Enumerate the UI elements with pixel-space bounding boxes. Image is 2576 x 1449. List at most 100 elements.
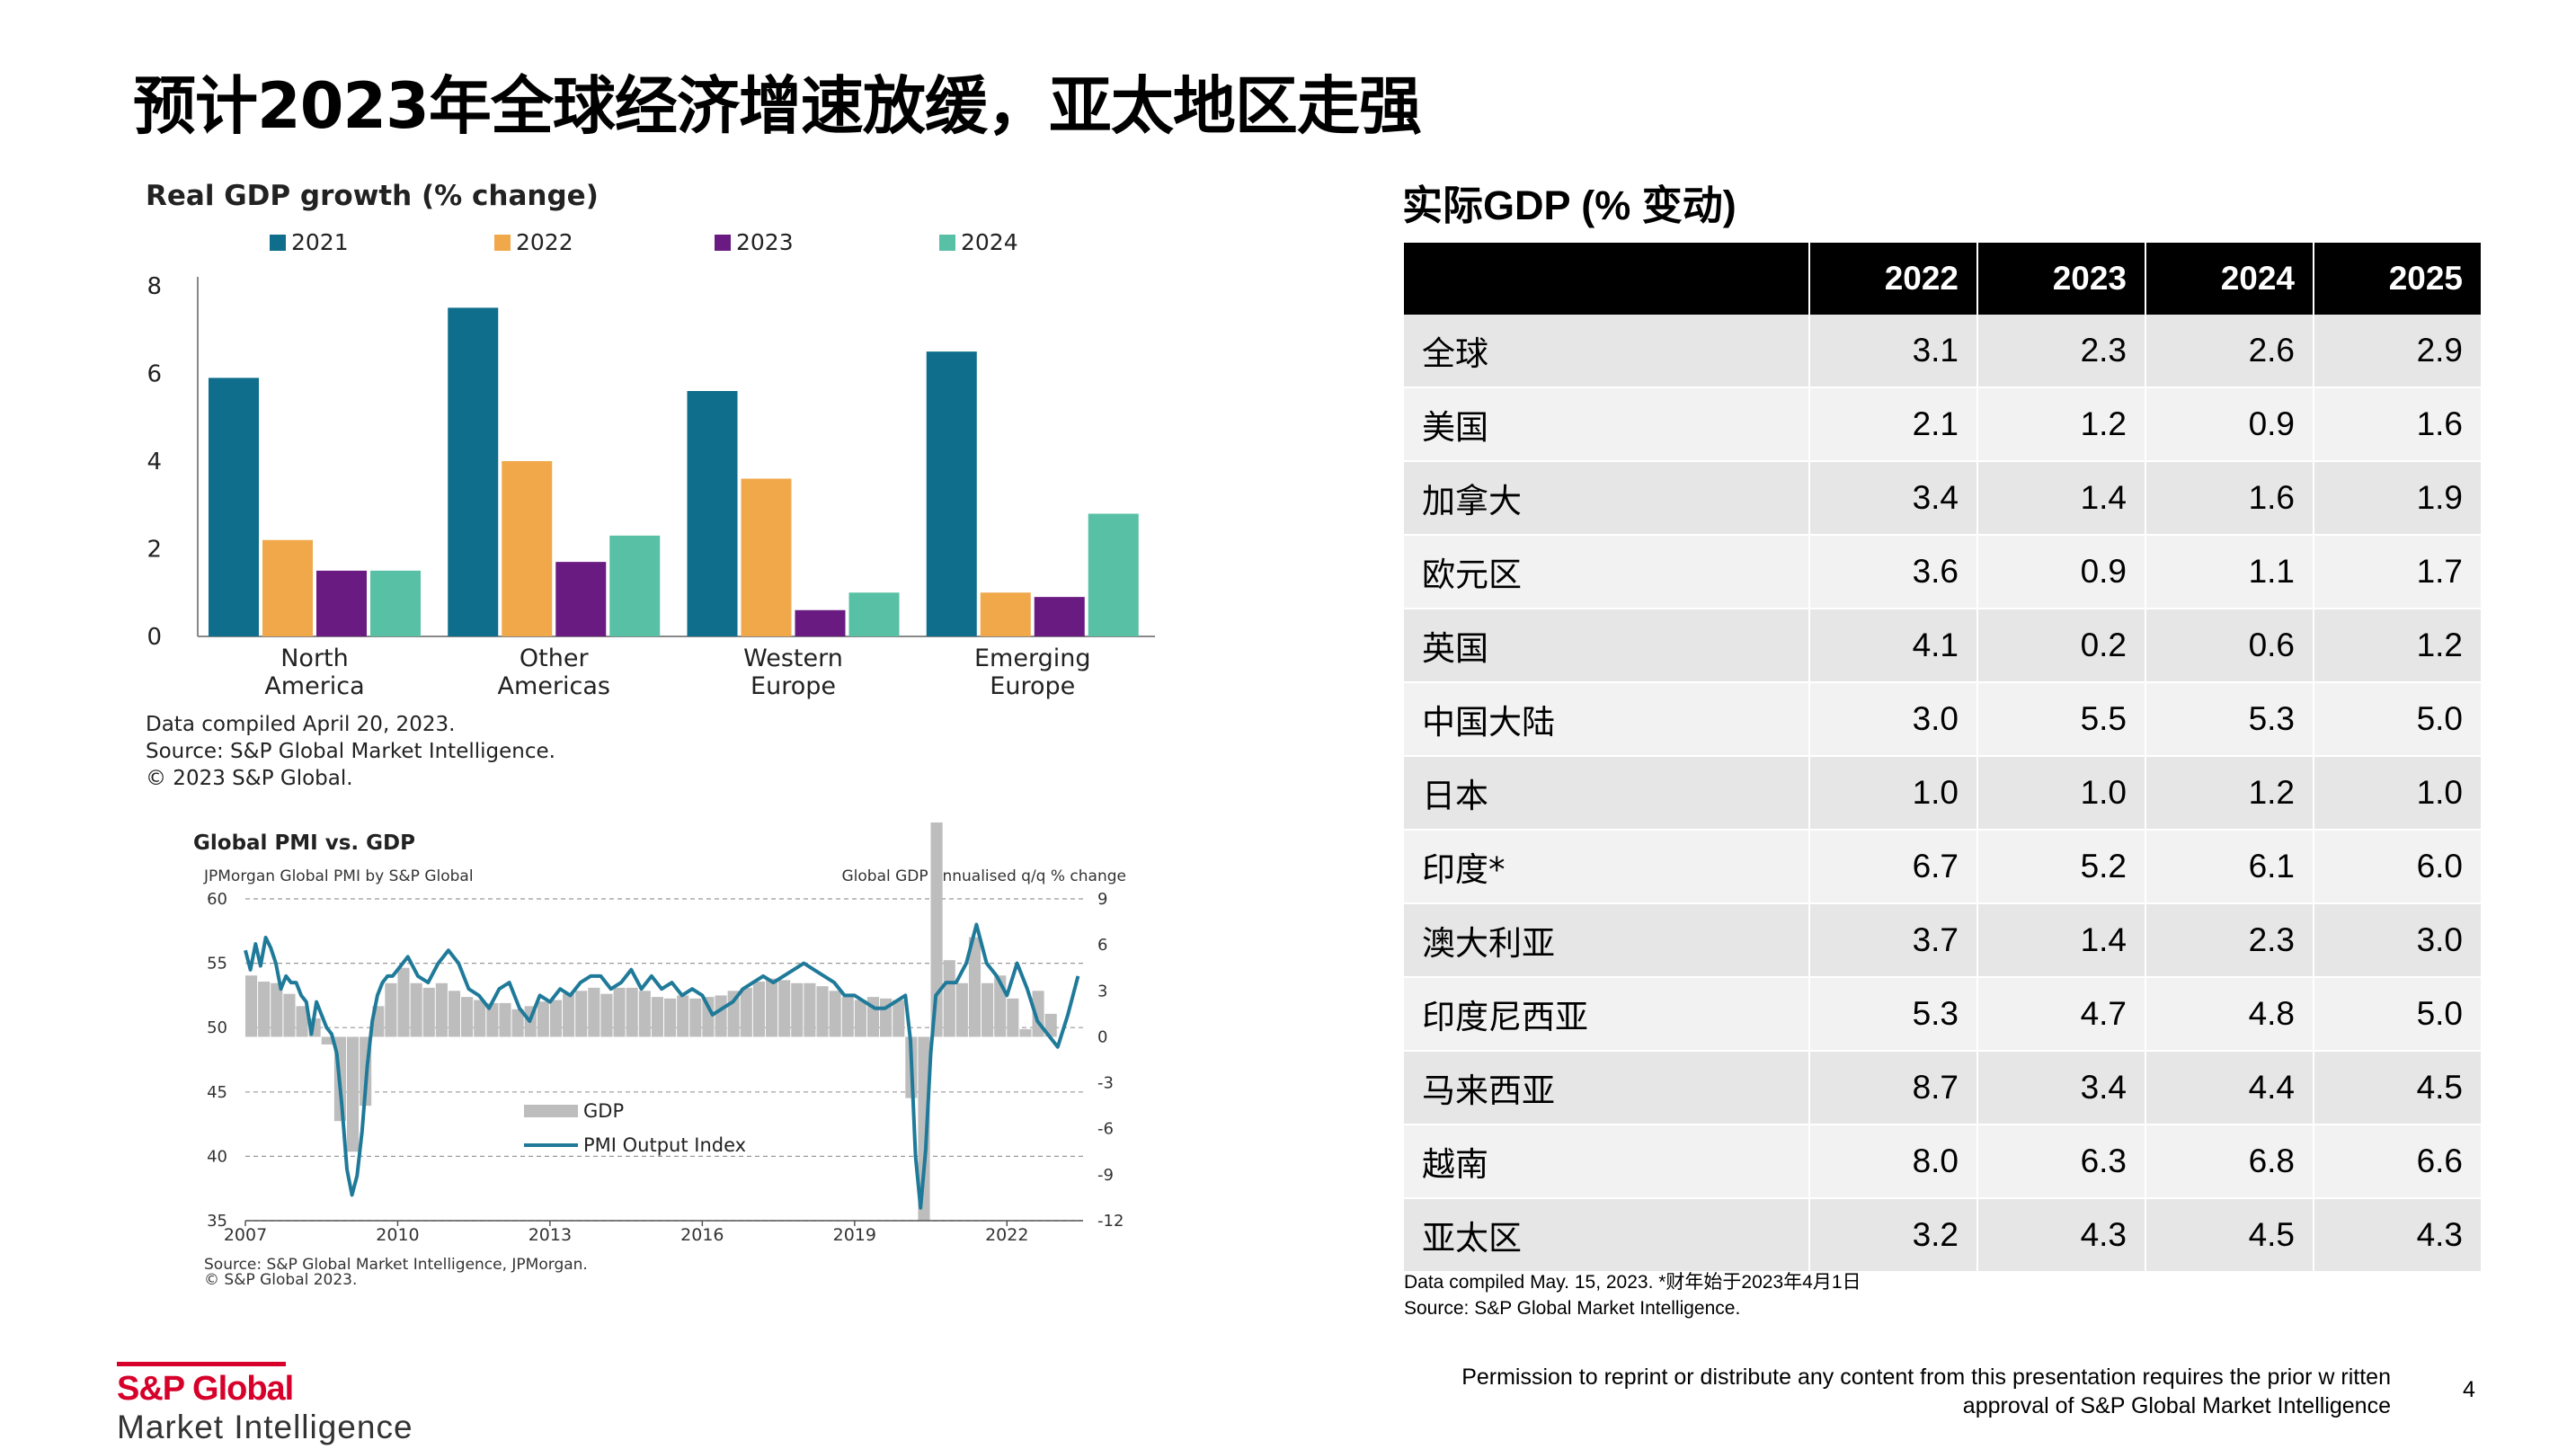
table-row: 英国 4.1 0.2 0.6 1.2 (1404, 609, 2483, 683)
table-value-cell: 1.6 (2145, 461, 2314, 536)
table-value-cell: 3.7 (1809, 903, 1978, 978)
pmi-right-tick-label: 9 (1097, 890, 1107, 909)
gdp-category-label: America (264, 672, 364, 700)
gdp-quarter-bar (893, 1000, 905, 1037)
pmi-gdp-chart: Global PMI vs. GDP JPMorgan Global PMI by… (184, 791, 1146, 1308)
table-value-cell: 4.8 (2145, 977, 2314, 1052)
table-value-cell: 1.0 (1809, 756, 1978, 831)
pmi-chart-note: Source: S&P Global Market Intelligence, … (204, 1256, 588, 1274)
bar-2023-western-europe (795, 609, 846, 636)
table-row: 印度* 6.7 5.2 6.1 6.0 (1404, 830, 2483, 904)
gdp-quarter-bar (791, 982, 804, 1037)
table-value-cell: 4.1 (1809, 609, 1978, 683)
table-value-cell: 6.1 (2145, 830, 2314, 904)
bar-2021-north-america (209, 378, 259, 636)
table-value-cell: 1.2 (2314, 609, 2483, 683)
pmi-right-tick-label: 0 (1097, 1027, 1107, 1046)
gdp-y-tick-label: 6 (147, 361, 162, 388)
table-value-cell: 8.7 (1809, 1051, 1978, 1125)
table-row: 加拿大 3.4 1.4 1.6 1.9 (1404, 461, 2483, 536)
gdp-quarter-bar (613, 987, 626, 1037)
table-header-corner (1404, 243, 1810, 315)
gdp-quarter-bar (778, 980, 791, 1037)
table-value-cell: 1.1 (2145, 535, 2314, 609)
gdp-bar-chart-svg: Real GDP growth (% change)2021 2022 2023 20… (146, 180, 1155, 790)
pmi-x-tick-label: 2007 (224, 1225, 267, 1245)
table-region-cell: 全球 (1404, 315, 1810, 388)
table-value-cell: 0.2 (1977, 609, 2146, 683)
pmi-output-index-line (244, 922, 1080, 1210)
pmi-x-tick-label: 2013 (529, 1225, 572, 1245)
table-value-cell: 2.9 (2314, 315, 2483, 388)
gdp-quarter-bar (804, 982, 816, 1037)
table-value-cell: 4.3 (2314, 1198, 2483, 1273)
pmi-left-tick-label: 45 (207, 1083, 227, 1102)
table-value-cell: 0.9 (1977, 535, 2146, 609)
gdp-quarter-bar (752, 982, 765, 1037)
table-header: 2022 2023 2024 2025 (1404, 243, 2483, 315)
legend-swatch-2021 (270, 235, 286, 251)
page-title: 预计2023年全球经济增速放缓，亚太地区走强 (133, 69, 1422, 143)
pmi-left-tick-label: 50 (207, 1018, 227, 1037)
bar-2021-other-americas (448, 307, 499, 636)
permission-line-1: Permission to reprint or distribute any … (1461, 1365, 2391, 1390)
table-row: 全球 3.1 2.3 2.6 2.9 (1404, 315, 2483, 388)
table-row: 印度尼西亚 5.3 4.7 4.8 5.0 (1404, 977, 2483, 1052)
gdp-chart-note: Source: S&P Global Market Intelligence. (146, 740, 555, 763)
table-region-cell: 欧元区 (1404, 535, 1810, 609)
bar-2024-western-europe (848, 592, 900, 636)
pmi-right-tick-label: 6 (1097, 936, 1107, 955)
table-header-row: 2022 2023 2024 2025 (1404, 243, 2483, 315)
table-value-cell: 3.4 (1809, 461, 1978, 536)
gdp-category-label: Other (520, 644, 590, 672)
table-value-cell: 6.3 (1977, 1125, 2146, 1199)
pmi-right-axis-label: Global GDP annualised q/q % change (841, 867, 1126, 885)
gdp-chart-note: Data compiled April 20, 2023. (146, 713, 455, 736)
permission-line-2: approval of S&P Global Market Intelligen… (1962, 1393, 2391, 1418)
table-value-cell: 2.3 (2145, 903, 2314, 978)
pmi-left-tick-label: 35 (207, 1212, 227, 1231)
gdp-quarter-bar (765, 978, 778, 1037)
gdp-chart-note: © 2023 S&P Global. (146, 767, 353, 790)
table-note-source: Source: S&P Global Market Intelligence. (1404, 1298, 1741, 1319)
table-body: 全球 3.1 2.3 2.6 2.9 美国 2.1 1.2 0.9 1.6 加拿大 3.4 1.4 1.6… (1404, 315, 2483, 1273)
pmi-gdp-chart-svg: Global PMI vs. GDP JPMorgan Global PMI by… (193, 791, 1126, 1289)
table-value-cell: 2.3 (1977, 315, 2146, 388)
table-value-cell: 5.3 (1809, 977, 1978, 1052)
pmi-chart-title: Global PMI vs. GDP (193, 831, 415, 855)
gdp-quarter-bar (422, 987, 435, 1037)
gdp-quarter-bar (486, 1002, 499, 1037)
gdp-category-label: Europe (751, 672, 836, 700)
gdp-quarter-bar (829, 991, 841, 1037)
gdp-quarter-bar (943, 960, 955, 1037)
gdp-quarter-bar (410, 982, 422, 1037)
legend-label-2021: 2021 (291, 229, 349, 255)
table-value-cell: 4.4 (2145, 1051, 2314, 1125)
gdp-category-label: Europe (990, 672, 1075, 700)
gdp-y-tick-label: 2 (147, 537, 162, 564)
gdp-quarter-bar (1019, 1028, 1032, 1037)
gdp-quarter-bar (283, 993, 296, 1037)
bar-2022-north-america (262, 539, 313, 636)
pmi-left-tick-label: 55 (207, 955, 227, 973)
gdp-quarter-bar (968, 937, 982, 1037)
gdp-quarter-bar (740, 987, 752, 1037)
table-header-year: 2024 (2145, 243, 2314, 315)
gdp-bar-chart: Real GDP growth (% change) 2021 2022 2023 20… (135, 169, 1168, 798)
gdp-y-tick-label: 0 (147, 624, 162, 651)
gdp-category-label: Emerging (974, 644, 1091, 672)
gdp-quarter-bar (588, 987, 600, 1037)
gdp-quarter-bar (461, 997, 474, 1037)
gdp-quarter-bar (321, 1036, 333, 1045)
table-value-cell: 5.3 (2145, 682, 2314, 757)
gdp-quarter-bar (511, 1009, 524, 1037)
logo-division-text: Market Intelligence (117, 1409, 413, 1445)
table-region-cell: 越南 (1404, 1125, 1810, 1199)
table-value-cell: 1.6 (2314, 387, 2483, 462)
gdp-quarter-bar (1044, 1013, 1057, 1037)
table-value-cell: 0.9 (2145, 387, 2314, 462)
table-value-cell: 4.7 (1977, 977, 2146, 1052)
pmi-left-tick-label: 40 (207, 1147, 227, 1166)
pmi-right-tick-label: -3 (1097, 1074, 1114, 1093)
legend-swatch-2022 (494, 235, 511, 251)
